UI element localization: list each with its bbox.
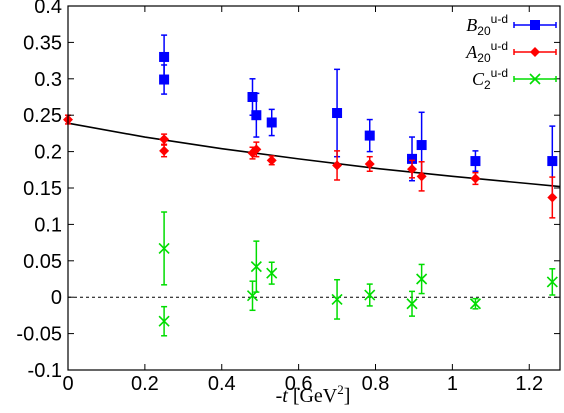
data-point: [158, 242, 170, 254]
y-tick-label: 0.3: [34, 69, 62, 91]
legend-label-sup: u-d: [491, 66, 508, 80]
x-tick-label: 0.2: [131, 373, 159, 395]
data-point: [266, 117, 277, 128]
y-tick-label: 0.2: [34, 142, 62, 164]
x-tick-label: 0.6: [285, 373, 313, 395]
data-point: [364, 130, 375, 141]
legend-label-sub: 2: [484, 78, 491, 92]
data-point: [416, 140, 427, 151]
data-point: [159, 134, 170, 145]
y-tick-label: 0.4: [34, 0, 62, 18]
x-axis-label-prefix: -: [276, 385, 283, 407]
y-tick-label: 0.05: [23, 251, 62, 273]
data-point: [159, 145, 170, 156]
series-A: [63, 114, 558, 219]
legend-label: A20u-d: [465, 39, 508, 65]
data-point: [159, 74, 170, 85]
data-point: [547, 156, 558, 167]
y-tick-label: -0.05: [16, 324, 62, 346]
x-tick-label: 1: [447, 373, 458, 395]
legend-marker: [529, 73, 541, 85]
x-axis-label-unit-close: ]: [344, 385, 351, 407]
legend-label-base: B: [466, 15, 477, 35]
data-point: [250, 261, 262, 273]
fit-curve: [67, 122, 561, 188]
y-tick-label: 0.15: [23, 178, 62, 200]
legend-entry-C: C2u-d: [472, 66, 557, 92]
data-point: [251, 144, 262, 155]
x-tick-label: 0: [62, 373, 73, 395]
data-point: [158, 315, 170, 327]
data-point: [407, 164, 418, 175]
data-point: [470, 173, 481, 184]
plot-area: [63, 34, 561, 337]
axes: -0.1 -0.05 0 0.05 0.1 0.15 0.2 0.25 0.3 0.35 0.4 0 0…: [16, 0, 561, 395]
data-point: [546, 276, 558, 288]
data-point: [159, 51, 170, 62]
legend-entry-B: B20u-d: [466, 12, 557, 38]
legend-label-sub: 20: [477, 51, 491, 65]
y-tick-label: 0.1: [34, 214, 62, 236]
legend-label-base: A: [465, 42, 478, 62]
data-point: [469, 298, 482, 310]
data-point: [266, 155, 277, 166]
x-tick-label: 1.2: [515, 373, 543, 395]
data-point: [266, 267, 278, 279]
data-point: [416, 273, 428, 285]
series-C: [158, 211, 558, 337]
data-point: [247, 92, 258, 102]
legend-label: C2u-d: [472, 66, 508, 92]
data-point: [406, 298, 418, 310]
legend-label-sup: u-d: [491, 12, 508, 26]
legend-entry-A: A20u-d: [465, 39, 557, 65]
x-axis-label-variable: t: [282, 385, 288, 407]
x-axis-label: -t [GeV2]: [276, 382, 351, 407]
legend-marker: [530, 47, 540, 57]
data-point: [470, 156, 481, 167]
x-axis-label-unit-exp: 2: [337, 382, 344, 397]
legend-marker: [530, 20, 540, 30]
legend-label: B20u-d: [466, 12, 508, 38]
y-tick-label: -0.1: [28, 360, 62, 382]
legend-label-base: C: [472, 69, 485, 89]
data-point: [331, 293, 343, 305]
legend-label-sup: u-d: [491, 39, 508, 53]
series-B: [159, 34, 558, 197]
y-tick-label: 0.35: [23, 32, 62, 54]
legend-label-sub: 20: [477, 24, 491, 38]
x-axis-label-unit: [GeV: [288, 385, 338, 407]
data-point: [416, 171, 427, 182]
data-point: [407, 153, 418, 164]
y-tick-label: 0.25: [23, 105, 62, 127]
x-tick-label: 0.4: [208, 373, 236, 395]
x-tick-label: 0.8: [362, 373, 390, 395]
data-point: [332, 108, 343, 119]
data-point: [364, 158, 375, 169]
data-point: [547, 192, 558, 203]
y-tick-label: 0: [51, 287, 62, 309]
data-point: [251, 110, 262, 121]
data-point: [364, 289, 376, 301]
data-point: [332, 160, 343, 171]
